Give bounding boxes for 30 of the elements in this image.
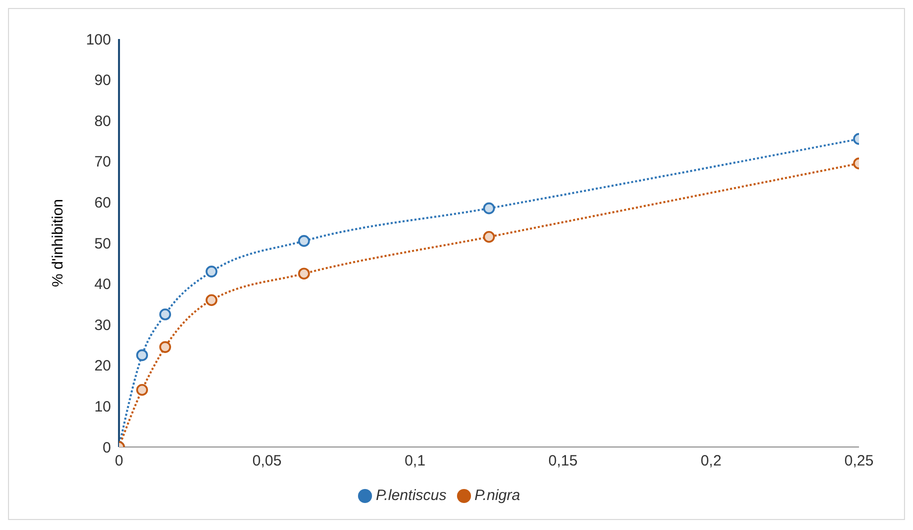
x-tick-label: 0,05	[252, 452, 282, 470]
x-tick-label: 0,15	[548, 452, 578, 470]
x-tick-label: 0,1	[404, 452, 426, 470]
y-tick-label: 30	[94, 316, 111, 334]
x-tick-label: 0,2	[700, 452, 722, 470]
y-axis-title: % d'inhibition	[49, 199, 66, 287]
y-tick-label: 40	[94, 276, 111, 294]
y-tick-label: 80	[94, 112, 111, 130]
legend-label: P.nigra	[474, 487, 520, 504]
y-tick-label: 70	[94, 154, 111, 171]
y-tick-label: 0	[102, 439, 111, 456]
point	[159, 341, 172, 353]
x-tick-label: 0	[114, 452, 124, 470]
legend-label: P.lentiscus	[376, 487, 446, 504]
y-tick-label: 100	[86, 31, 111, 48]
y-tick-label: 90	[94, 72, 111, 90]
y-tick-label: 60	[94, 194, 111, 212]
point	[483, 230, 495, 243]
x-tick-label: 0,25	[844, 452, 874, 470]
y-tick-label: 10	[94, 398, 111, 416]
point	[298, 268, 310, 280]
y-tick-label: 20	[94, 358, 111, 375]
point	[483, 202, 495, 214]
point	[298, 235, 310, 247]
point	[206, 294, 218, 306]
point	[206, 266, 218, 278]
point	[159, 308, 172, 320]
y-tick-label: 50	[94, 235, 111, 252]
point	[136, 349, 148, 362]
point	[136, 384, 148, 396]
